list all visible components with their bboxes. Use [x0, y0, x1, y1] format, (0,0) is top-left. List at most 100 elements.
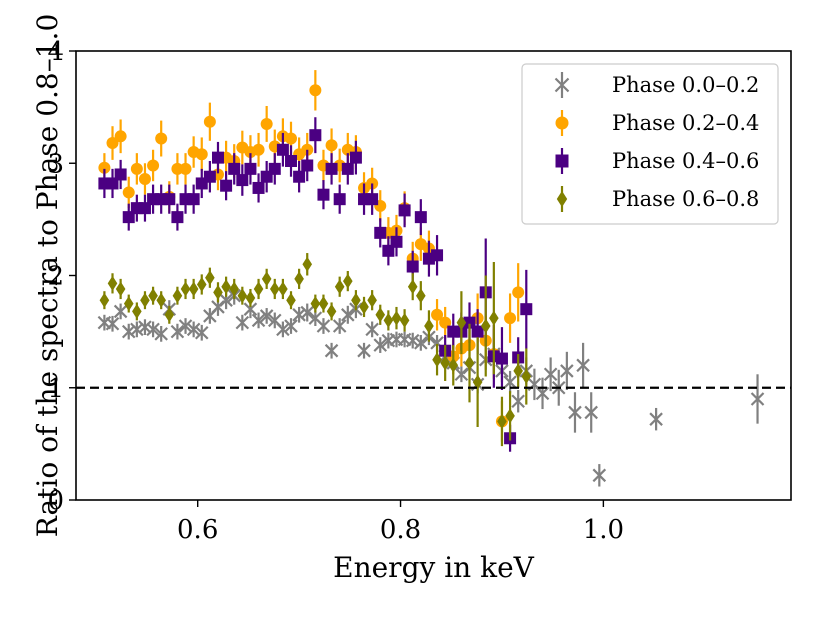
data-point	[113, 304, 128, 319]
data-point	[121, 324, 136, 339]
data-point	[373, 338, 388, 352]
data-point	[211, 151, 224, 164]
data-point	[325, 139, 338, 152]
data-point	[244, 162, 257, 175]
data-point	[243, 302, 258, 316]
data-point	[489, 310, 499, 326]
data-point	[179, 162, 192, 175]
data-point	[155, 132, 168, 145]
data-point	[300, 305, 315, 320]
data-point	[301, 159, 314, 172]
data-point	[521, 369, 532, 385]
y-axis-label: Ratio of the spectra to Phase 0.8–1.0	[31, 14, 64, 538]
data-point	[497, 413, 507, 429]
data-point	[424, 318, 434, 334]
data-point	[416, 288, 426, 304]
data-point	[114, 130, 127, 143]
data-point	[520, 303, 533, 316]
data-point	[130, 162, 143, 175]
data-point	[398, 204, 411, 217]
data-point	[440, 355, 450, 371]
data-point	[154, 327, 168, 341]
data-point	[374, 226, 387, 239]
data-point	[431, 308, 444, 321]
legend-marker	[555, 154, 569, 168]
data-point	[115, 281, 126, 297]
x-tick-label: 0.6	[177, 515, 218, 545]
data-point	[504, 312, 517, 325]
data-point	[203, 170, 216, 183]
data-point	[535, 386, 550, 401]
data-point	[325, 162, 338, 175]
data-point	[252, 181, 265, 194]
data-point	[229, 281, 240, 297]
data-point	[432, 352, 442, 368]
data-point	[333, 193, 346, 206]
data-point	[309, 84, 322, 97]
data-point	[511, 394, 525, 408]
data-point	[172, 288, 183, 304]
data-point	[405, 333, 420, 348]
data-point	[122, 186, 135, 199]
data-point	[195, 148, 208, 161]
data-point	[235, 315, 250, 330]
data-point	[341, 308, 355, 322]
data-point	[170, 324, 185, 339]
data-point	[750, 392, 765, 406]
data-point	[318, 296, 329, 312]
data-point	[324, 343, 339, 358]
data-point	[294, 271, 304, 287]
data-point	[414, 336, 428, 350]
data-point	[512, 286, 525, 299]
data-point	[163, 193, 176, 206]
x-axis-label: Energy in keV	[333, 551, 534, 584]
series-3	[99, 253, 532, 447]
data-point	[156, 292, 166, 308]
legend-box	[521, 63, 779, 225]
data-point	[122, 211, 135, 224]
data-point	[349, 151, 362, 164]
data-point	[285, 155, 298, 168]
data-point	[286, 292, 296, 308]
data-point	[406, 260, 419, 273]
data-point	[219, 293, 233, 307]
data-point	[390, 235, 403, 248]
data-point	[106, 137, 119, 150]
data-point	[332, 319, 347, 333]
data-point	[148, 288, 158, 304]
data-point	[302, 256, 313, 272]
data-point	[251, 313, 266, 328]
data-point	[186, 322, 201, 337]
data-point	[285, 132, 298, 145]
data-point	[472, 374, 483, 390]
data-point	[130, 322, 144, 337]
data-point	[584, 405, 598, 420]
data-point	[448, 357, 459, 373]
data-point	[513, 363, 523, 379]
data-point	[456, 315, 467, 331]
data-point	[464, 355, 475, 371]
data-point	[260, 117, 273, 130]
legend-label: Phase 0.4–0.6	[612, 149, 759, 173]
data-point	[221, 279, 231, 295]
data-point	[592, 468, 607, 483]
x-tick-label: 0.8	[380, 515, 421, 545]
data-point	[317, 188, 330, 201]
data-point	[391, 310, 402, 326]
data-point	[237, 288, 248, 304]
data-point	[132, 303, 142, 319]
data-point	[414, 211, 427, 224]
data-point	[228, 162, 241, 175]
data-point	[495, 352, 508, 365]
data-point	[99, 292, 110, 308]
data-point	[236, 174, 249, 187]
data-point	[292, 308, 306, 322]
data-point	[213, 284, 223, 300]
data-point	[164, 307, 175, 323]
data-point	[276, 322, 290, 337]
data-point	[194, 325, 209, 340]
data-point	[146, 322, 160, 337]
data-point	[276, 143, 289, 156]
data-point	[278, 281, 288, 297]
legend-label: Phase 0.6–0.8	[612, 187, 759, 211]
